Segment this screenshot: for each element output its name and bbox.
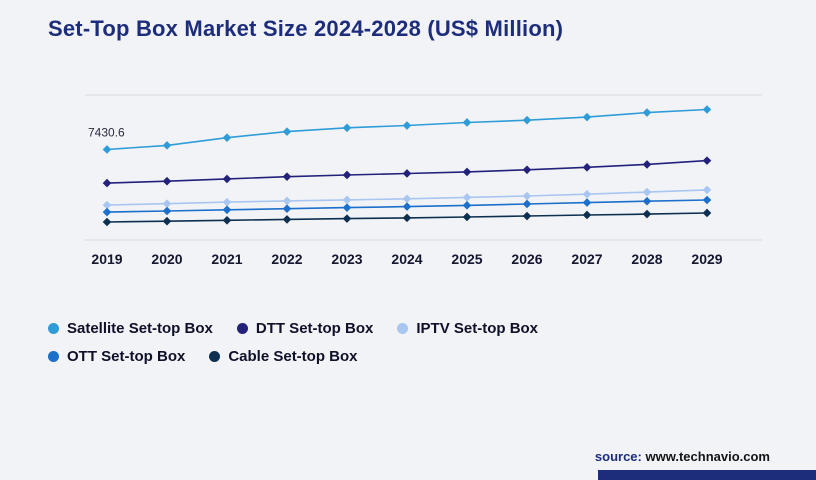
x-tick-label: 2023 bbox=[331, 251, 362, 267]
data-point-marker bbox=[102, 207, 112, 217]
data-point-marker bbox=[222, 205, 232, 215]
data-point-marker bbox=[522, 165, 532, 175]
data-point-marker bbox=[282, 127, 292, 136]
data-point-marker bbox=[162, 141, 172, 150]
data-point-marker bbox=[222, 197, 232, 207]
data-point-marker bbox=[462, 167, 472, 177]
data-point-marker bbox=[402, 213, 412, 223]
line-chart: 2019 2020 2021 2022 2023 2024 2025 2026 2027 2028… bbox=[85, 94, 762, 267]
x-tick-label: 2028 bbox=[631, 251, 662, 267]
data-point-marker bbox=[462, 212, 472, 222]
legend-dot-icon bbox=[397, 323, 409, 334]
data-point-marker bbox=[522, 211, 532, 221]
data-point-marker bbox=[582, 210, 592, 220]
data-point-marker bbox=[102, 145, 112, 154]
data-point-marker bbox=[522, 191, 532, 201]
legend-dot-icon bbox=[48, 351, 59, 362]
data-point-marker bbox=[642, 209, 652, 219]
data-point-marker bbox=[342, 195, 352, 205]
data-point-marker bbox=[402, 194, 412, 204]
data-point-marker bbox=[582, 189, 592, 199]
legend-item: DTT Set-top Box bbox=[236, 320, 374, 337]
x-tick-label: 2025 bbox=[451, 251, 482, 267]
data-point-marker bbox=[162, 206, 172, 216]
data-point-marker bbox=[222, 133, 232, 143]
data-point-marker bbox=[342, 203, 352, 212]
legend-item: OTT Set-top Box bbox=[48, 348, 185, 365]
data-point-marker bbox=[102, 217, 112, 227]
data-point-marker bbox=[402, 169, 412, 178]
data-point-marker bbox=[282, 196, 292, 206]
data-point-marker bbox=[342, 214, 352, 223]
data-point-marker bbox=[162, 216, 172, 226]
legend-label: OTT Set-top Box bbox=[67, 348, 186, 365]
data-point-marker bbox=[162, 176, 172, 186]
x-tick-label: 2021 bbox=[211, 251, 242, 267]
data-point-marker bbox=[282, 204, 292, 214]
data-point-marker bbox=[522, 199, 532, 209]
legend-dot-icon bbox=[48, 323, 59, 334]
legend-row: OTT Set-top Box Cable Set-top Box bbox=[48, 348, 538, 365]
data-point-marker bbox=[702, 156, 712, 165]
x-tick-label: 2029 bbox=[691, 251, 722, 267]
data-point-marker bbox=[462, 193, 472, 202]
data-point-marker bbox=[102, 200, 112, 210]
data-point-marker bbox=[702, 195, 712, 205]
source-url: www.technavio.com bbox=[645, 449, 771, 464]
data-point-marker bbox=[702, 105, 712, 114]
legend-label: DTT Set-top Box bbox=[255, 320, 374, 337]
x-tick-label: 2022 bbox=[271, 251, 302, 267]
data-point-marker bbox=[462, 201, 472, 210]
data-point-marker bbox=[582, 163, 592, 172]
legend-dot-icon bbox=[236, 323, 248, 334]
data-point-marker bbox=[282, 215, 292, 224]
legend-label: Cable Set-top Box bbox=[228, 348, 358, 365]
data-point-marker bbox=[582, 198, 592, 207]
data-point-marker bbox=[522, 115, 532, 125]
chart-title: Set-Top Box Market Size 2024-2028 (US$ M… bbox=[48, 16, 564, 41]
data-point-marker bbox=[702, 185, 712, 195]
x-tick-label: 2019 bbox=[91, 251, 122, 267]
data-point-marker bbox=[462, 118, 472, 127]
source-credit: source: www.technavio.com bbox=[595, 449, 770, 464]
x-tick-label: 2020 bbox=[151, 251, 182, 267]
data-point-marker bbox=[582, 112, 592, 122]
legend-dot-icon bbox=[209, 351, 221, 362]
data-point-marker bbox=[402, 202, 412, 211]
source-label: source: bbox=[594, 449, 642, 464]
legend-item: Cable Set-top Box bbox=[209, 348, 358, 365]
data-point-marker bbox=[282, 172, 292, 181]
data-point-marker bbox=[342, 123, 352, 133]
legend-label: IPTV Set-top Box bbox=[416, 320, 539, 337]
legend-item: Satellite Set-top Box bbox=[48, 320, 213, 337]
data-point-marker bbox=[642, 108, 652, 117]
data-point-marker bbox=[102, 178, 112, 188]
data-point-marker bbox=[702, 208, 712, 218]
data-point-marker bbox=[402, 121, 412, 130]
data-point-marker bbox=[342, 170, 352, 180]
data-point-marker bbox=[642, 187, 652, 197]
legend-label: Satellite Set-top Box bbox=[67, 320, 213, 337]
bottom-accent-bar bbox=[598, 470, 816, 480]
data-point-marker bbox=[642, 196, 652, 206]
data-point-marker bbox=[642, 160, 652, 169]
data-point-marker bbox=[222, 216, 232, 225]
chart-legend: Satellite Set-top Box DTT Set-top Box IPTV… bbox=[48, 320, 538, 365]
data-point-marker bbox=[222, 174, 232, 184]
data-label-first-point: 7430.6 bbox=[88, 125, 125, 139]
legend-row: Satellite Set-top Box DTT Set-top Box IPTV… bbox=[48, 320, 538, 337]
legend-item: IPTV Set-top Box bbox=[397, 320, 538, 337]
x-tick-label: 2026 bbox=[511, 251, 542, 267]
x-tick-label: 2027 bbox=[571, 251, 602, 267]
data-point-marker bbox=[162, 199, 172, 208]
x-tick-label: 2024 bbox=[391, 251, 422, 267]
